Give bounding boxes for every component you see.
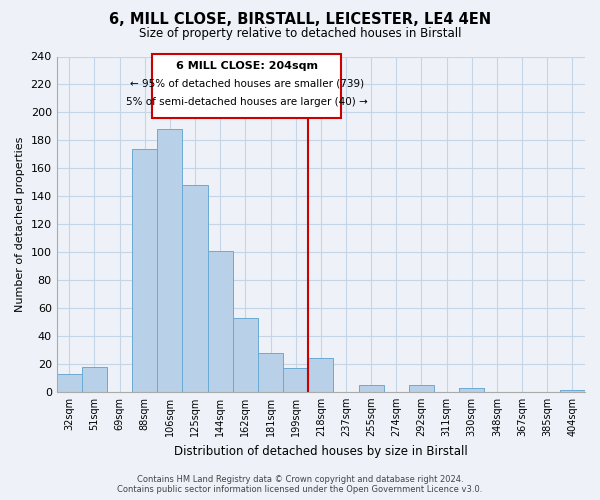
Bar (308, 358, 334, 392)
Bar (56, 374, 82, 392)
Bar (409, 385, 434, 392)
X-axis label: Distribution of detached houses by size in Birstall: Distribution of detached houses by size … (174, 444, 468, 458)
Text: ← 95% of detached houses are smaller (739): ← 95% of detached houses are smaller (73… (130, 79, 364, 89)
Bar (208, 250, 233, 392)
Bar (359, 385, 384, 392)
Text: 6, MILL CLOSE, BIRSTALL, LEICESTER, LE4 4EN: 6, MILL CLOSE, BIRSTALL, LEICESTER, LE4 … (109, 12, 491, 28)
Bar (233, 318, 258, 392)
Bar (182, 185, 208, 392)
Text: 6 MILL CLOSE: 204sqm: 6 MILL CLOSE: 204sqm (176, 60, 317, 70)
Y-axis label: Number of detached properties: Number of detached properties (15, 136, 25, 312)
Bar (283, 368, 308, 392)
Bar (157, 129, 182, 392)
Text: 5% of semi-detached houses are larger (40) →: 5% of semi-detached houses are larger (4… (126, 97, 367, 107)
FancyBboxPatch shape (152, 54, 341, 118)
Text: Size of property relative to detached houses in Birstall: Size of property relative to detached ho… (139, 28, 461, 40)
Bar (560, 390, 585, 392)
Bar (132, 148, 157, 392)
Bar (82, 366, 107, 392)
Bar (459, 388, 484, 392)
Text: Contains HM Land Registry data © Crown copyright and database right 2024.
Contai: Contains HM Land Registry data © Crown c… (118, 474, 482, 494)
Bar (258, 352, 283, 392)
